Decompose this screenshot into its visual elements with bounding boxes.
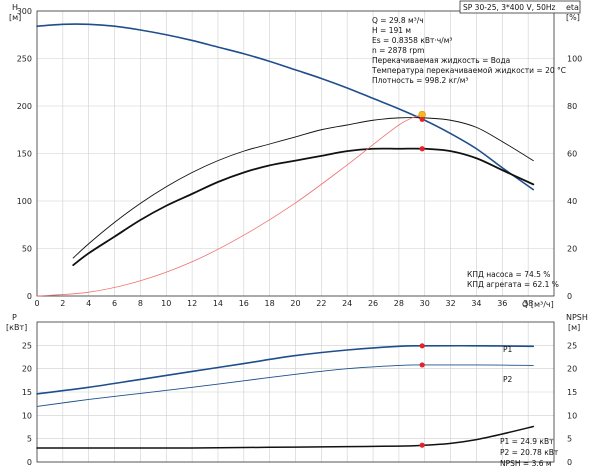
npsh-tick-label: 0 bbox=[567, 458, 572, 467]
p2-label: P2 = 20.78 кВт bbox=[500, 448, 559, 457]
npsh-label: NPSH = 3.6 м bbox=[500, 459, 552, 468]
head-curve bbox=[36, 23, 535, 191]
x-tick-label: 20 bbox=[290, 299, 300, 308]
x-tick-label: 14 bbox=[213, 299, 223, 308]
top-series bbox=[36, 23, 535, 297]
x-tick-label: 26 bbox=[368, 299, 378, 308]
chart-title: SP 30-25, 3*400 V, 50Hz bbox=[463, 3, 556, 12]
npsh-tick-label: 10 bbox=[567, 411, 577, 420]
operating-point-marker bbox=[419, 362, 425, 368]
p1-label: P1 = 24.9 кВт bbox=[500, 437, 554, 446]
system-curve bbox=[36, 114, 423, 297]
p-axis-label: P bbox=[12, 313, 17, 322]
eta-axis-unit: [%] bbox=[566, 13, 580, 22]
x-tick-label: 6 bbox=[112, 299, 117, 308]
x-axis-label: Q [м³/ч] bbox=[522, 300, 554, 309]
p1-series-tag: P1 bbox=[503, 345, 513, 354]
bottom-series bbox=[36, 344, 535, 449]
p-tick-label: 0 bbox=[27, 458, 32, 467]
p-tick-label: 20 bbox=[22, 365, 32, 374]
unit-efficiency-curve bbox=[72, 147, 535, 267]
x-tick-label: 32 bbox=[446, 299, 456, 308]
bottom-plot-frame bbox=[36, 321, 555, 463]
bottom-frame-rect bbox=[36, 321, 555, 463]
h-tick-label: 250 bbox=[17, 55, 32, 64]
npsh-tick-label: 25 bbox=[567, 341, 577, 350]
markers bbox=[418, 110, 426, 448]
info-line: Перекачиваемая жидкость = Вода bbox=[372, 56, 510, 65]
npsh-axis-unit: [м] bbox=[568, 323, 580, 332]
info-line: Es = 0.8358 кВт·ч/м³ bbox=[372, 36, 452, 45]
p-tick-label: 15 bbox=[22, 388, 32, 397]
x-tick-label: 22 bbox=[316, 299, 326, 308]
x-tick-label: 36 bbox=[497, 299, 507, 308]
x-tick-label: 34 bbox=[471, 299, 481, 308]
x-tick-label: 2 bbox=[60, 299, 65, 308]
x-tick-label: 0 bbox=[34, 299, 39, 308]
p-tick-label: 5 bbox=[27, 435, 32, 444]
p-tick-label: 25 bbox=[22, 341, 32, 350]
tick-labels: 0 2 4 6 8 10 12 14 16 18 20 22 24 26 28 30 32 34 36 3805010… bbox=[17, 7, 583, 467]
h-axis-unit: [м] bbox=[9, 13, 21, 22]
info-line: Температура перекачиваемой жидкости = 20… bbox=[371, 66, 566, 75]
operating-point-info: Q = 29.8 м³/ч H = 191 м Es = 0.8358 кВт·… bbox=[371, 16, 566, 85]
operating-point-marker bbox=[419, 343, 425, 349]
top-plot-frame bbox=[36, 10, 555, 297]
eta-tick-label: 0 bbox=[567, 292, 572, 301]
p2-curve bbox=[36, 364, 534, 407]
top-frame-rect bbox=[36, 10, 555, 297]
info-line: H = 191 м bbox=[372, 26, 411, 35]
operating-point-marker bbox=[419, 146, 425, 152]
x-tick-label: 28 bbox=[394, 299, 404, 308]
pump-efficiency-label: КПД насоса = 74.5 % bbox=[467, 270, 550, 279]
h-tick-label: 150 bbox=[17, 150, 32, 159]
npsh-tick-label: 15 bbox=[567, 388, 577, 397]
h-tick-label: 300 bbox=[17, 7, 32, 16]
p-tick-label: 10 bbox=[22, 411, 32, 420]
unit-efficiency-label: КПД агрегата = 62.1 % bbox=[467, 280, 559, 289]
npsh-tick-label: 20 bbox=[567, 365, 577, 374]
info-line: Плотность = 998.2 кг/м³ bbox=[372, 76, 468, 85]
p1-curve bbox=[36, 344, 535, 395]
x-tick-label: 4 bbox=[86, 299, 91, 308]
x-tick-label: 24 bbox=[342, 299, 352, 308]
x-tick-label: 16 bbox=[239, 299, 249, 308]
x-tick-label: 30 bbox=[420, 299, 430, 308]
eta-tick-label: 80 bbox=[567, 102, 577, 111]
npsh-axis-label: NPSH bbox=[566, 313, 588, 322]
operating-point-marker bbox=[419, 442, 425, 448]
bottom-grid bbox=[37, 322, 554, 463]
pump-efficiency-curve bbox=[72, 117, 534, 259]
p-axis-unit: [кВт] bbox=[6, 323, 27, 332]
info-line: Q = 29.8 м³/ч bbox=[372, 16, 424, 25]
x-tick-label: 12 bbox=[187, 299, 197, 308]
eta-tick-label: 20 bbox=[567, 245, 577, 254]
h-tick-label: 50 bbox=[22, 245, 32, 254]
h-tick-label: 100 bbox=[17, 197, 32, 206]
npsh-curve bbox=[36, 425, 535, 449]
h-axis-label: H bbox=[12, 3, 18, 12]
x-tick-label: 38 bbox=[523, 299, 533, 308]
x-tick-label: 18 bbox=[265, 299, 275, 308]
top-grid bbox=[37, 10, 554, 297]
eta-tick-label: 60 bbox=[567, 150, 577, 159]
x-tick-label: 8 bbox=[138, 299, 143, 308]
npsh-tick-label: 5 bbox=[567, 435, 572, 444]
eta-tick-label: 40 bbox=[567, 197, 577, 206]
h-tick-label: 0 bbox=[27, 292, 32, 301]
h-tick-label: 200 bbox=[17, 102, 32, 111]
eta-tick-label: 100 bbox=[567, 55, 582, 64]
x-tick-label: 10 bbox=[161, 299, 171, 308]
operating-point-marker bbox=[419, 116, 425, 122]
eta-axis-label: eta bbox=[566, 3, 579, 12]
p2-series-tag: P2 bbox=[503, 375, 513, 384]
info-line: n = 2878 rpm bbox=[372, 46, 424, 55]
title-box bbox=[459, 0, 581, 14]
